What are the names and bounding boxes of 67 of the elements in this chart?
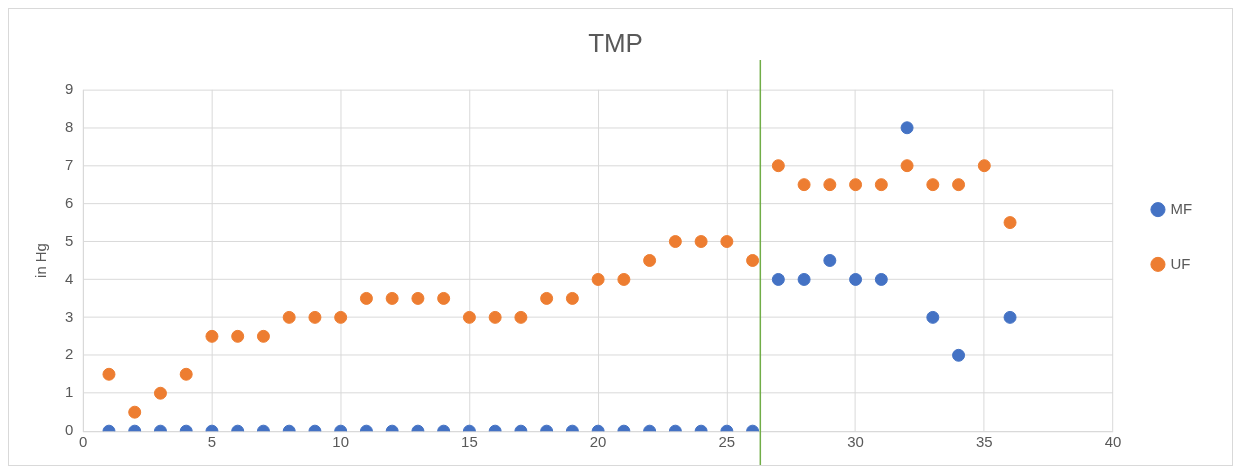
point xyxy=(334,310,348,324)
point xyxy=(462,310,476,324)
y-tick-label: 9 xyxy=(64,79,74,97)
point xyxy=(900,159,914,173)
point xyxy=(900,121,914,135)
point xyxy=(823,178,837,192)
point xyxy=(1003,310,1017,324)
x-tick-label: 40 xyxy=(1104,433,1122,451)
x-tick-label: 35 xyxy=(975,433,993,451)
y-tick-label: 6 xyxy=(64,193,74,211)
point xyxy=(153,386,167,400)
point xyxy=(102,367,116,381)
point xyxy=(797,272,811,286)
y-tick-label: 8 xyxy=(64,117,74,135)
x-tick-label: 15 xyxy=(461,433,478,451)
x-tick-label: 25 xyxy=(718,433,736,451)
point xyxy=(385,291,399,305)
y-tick-label: 7 xyxy=(64,155,74,173)
point xyxy=(179,367,193,381)
point xyxy=(359,291,373,305)
chart-title: TMP xyxy=(588,28,643,57)
point xyxy=(643,254,657,267)
point xyxy=(849,272,863,286)
y-tick-label: 3 xyxy=(64,307,74,325)
y-tick-label: 5 xyxy=(64,231,74,249)
point xyxy=(823,254,837,267)
point xyxy=(771,159,785,173)
x-tick-label: 10 xyxy=(332,433,349,451)
point xyxy=(1003,216,1017,230)
legend-label: MF xyxy=(1170,199,1193,217)
point xyxy=(540,291,554,305)
point xyxy=(488,310,502,324)
point xyxy=(720,235,734,249)
point xyxy=(411,291,425,305)
point xyxy=(952,178,966,192)
point xyxy=(952,348,966,362)
point xyxy=(437,291,451,305)
point xyxy=(746,254,760,267)
x-tick-label: 0 xyxy=(79,433,88,451)
point xyxy=(565,291,579,305)
point xyxy=(668,235,682,249)
y-tick-label: 0 xyxy=(64,421,74,439)
point xyxy=(849,178,863,192)
point xyxy=(977,159,991,173)
x-tick-label: 5 xyxy=(207,433,217,451)
x-tick-label: 20 xyxy=(589,433,607,451)
point xyxy=(617,272,631,286)
point xyxy=(874,272,888,286)
point xyxy=(591,272,605,286)
point xyxy=(694,235,708,249)
point xyxy=(771,272,785,286)
point xyxy=(231,329,245,343)
x-tick-label: 30 xyxy=(847,433,864,451)
y-axis-title: in Hg xyxy=(32,243,50,278)
point xyxy=(205,329,219,343)
legend-label: UF xyxy=(1170,254,1191,272)
point xyxy=(874,178,888,192)
point xyxy=(514,310,528,324)
y-tick-label: 1 xyxy=(64,383,74,401)
point xyxy=(282,310,296,324)
point xyxy=(797,178,811,192)
point xyxy=(308,310,322,324)
point xyxy=(926,310,940,324)
y-tick-label: 2 xyxy=(64,345,74,363)
y-tick-label: 4 xyxy=(64,269,74,287)
point xyxy=(926,178,940,192)
point xyxy=(256,329,270,343)
